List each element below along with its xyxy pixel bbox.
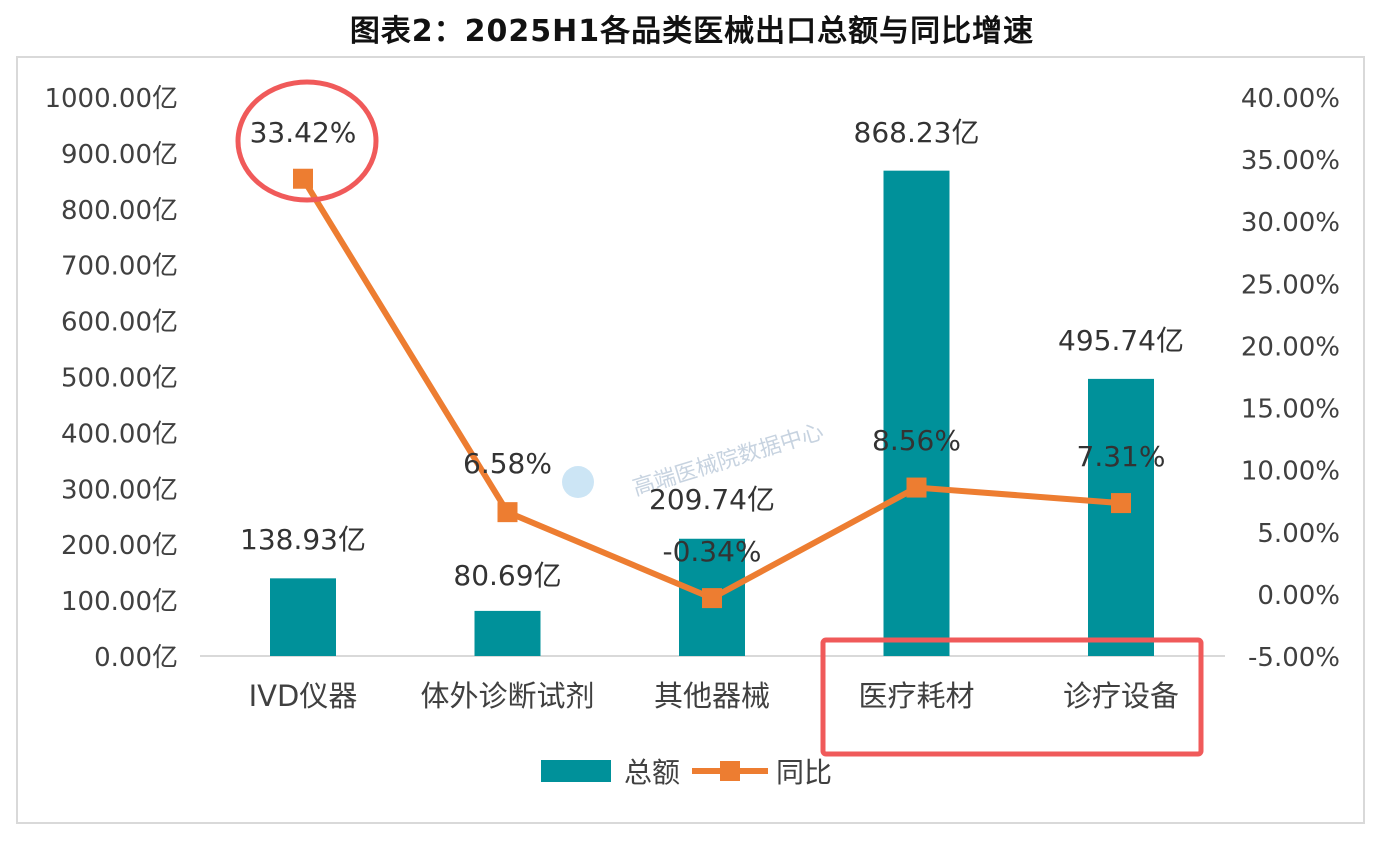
watermark-logo [562, 466, 594, 498]
bar-2 [474, 610, 541, 656]
line-marker-2 [497, 502, 518, 523]
x-category-label: 诊疗设备 [1063, 679, 1179, 713]
y-right-tick-label: 20.00% [1241, 332, 1340, 362]
y-right-tick-label: 5.00% [1257, 519, 1340, 549]
y-right-tick-label: 35.00% [1241, 146, 1340, 176]
y-right-tick-label: 30.00% [1241, 208, 1340, 238]
x-category-label: 体外诊断试剂 [420, 679, 594, 713]
y-left-tick-label: 200.00亿 [61, 531, 178, 561]
y-right-tick-label: 25.00% [1241, 270, 1340, 300]
y-left-tick-label: 600.00亿 [61, 308, 178, 338]
y-left-tick-label: 800.00亿 [61, 196, 178, 226]
line-data-label: 8.56% [872, 424, 961, 457]
bar-5 [1088, 378, 1154, 656]
y-left-tick-label: 1000.00亿 [44, 84, 178, 114]
bar-data-label: 80.69亿 [453, 559, 561, 592]
y-right-tick-label: 40.00% [1241, 84, 1340, 114]
bar-1 [270, 578, 336, 656]
line-data-label: 33.42% [250, 116, 357, 149]
y-right-tick-label: 0.00% [1257, 581, 1340, 611]
highlight-rectangle [820, 637, 1204, 757]
bar-data-label: 209.74亿 [649, 483, 775, 516]
x-category-label: 医疗耗材 [858, 679, 974, 713]
line-marker-5 [1111, 493, 1131, 514]
y-right-tick-label: 15.00% [1241, 395, 1340, 425]
line-marker-1 [293, 168, 313, 189]
legend-swatch-total [541, 760, 611, 782]
x-category-label: 其他器械 [654, 679, 770, 713]
bar-data-label: 868.23亿 [854, 116, 980, 149]
line-marker-3 [702, 588, 722, 609]
line-data-label: -0.34% [662, 535, 761, 568]
x-category-label: IVD仪器 [249, 679, 358, 713]
y-left-tick-label: 400.00亿 [61, 419, 178, 449]
chart-title: 图表2：2025H1各品类医械出口总额与同比增速 [349, 14, 1035, 49]
bar-data-label: 138.93亿 [240, 523, 366, 556]
highlight-ellipse [235, 79, 379, 203]
chart-frame [16, 56, 1365, 824]
bar-data-label: 495.74亿 [1058, 324, 1184, 357]
y-left-tick-label: 900.00亿 [61, 140, 178, 170]
legend-label-total: 总额 [624, 756, 680, 789]
legend-label-yoy: 同比 [776, 756, 832, 789]
y-left-tick-label: 0.00亿 [94, 643, 178, 673]
y-right-tick-label: 10.00% [1241, 457, 1340, 487]
line-data-label: 7.31% [1077, 440, 1166, 473]
line-marker-4 [906, 477, 927, 498]
y-left-tick-label: 700.00亿 [61, 252, 178, 282]
legend-swatch-yoy-marker [720, 761, 740, 781]
bar-4 [883, 170, 950, 656]
y-right-tick-label: -5.00% [1248, 643, 1340, 673]
y-left-tick-label: 300.00亿 [61, 475, 178, 505]
y-left-tick-label: 100.00亿 [61, 587, 178, 617]
y-left-tick-label: 500.00亿 [61, 364, 178, 394]
line-data-label: 6.58% [463, 447, 552, 480]
